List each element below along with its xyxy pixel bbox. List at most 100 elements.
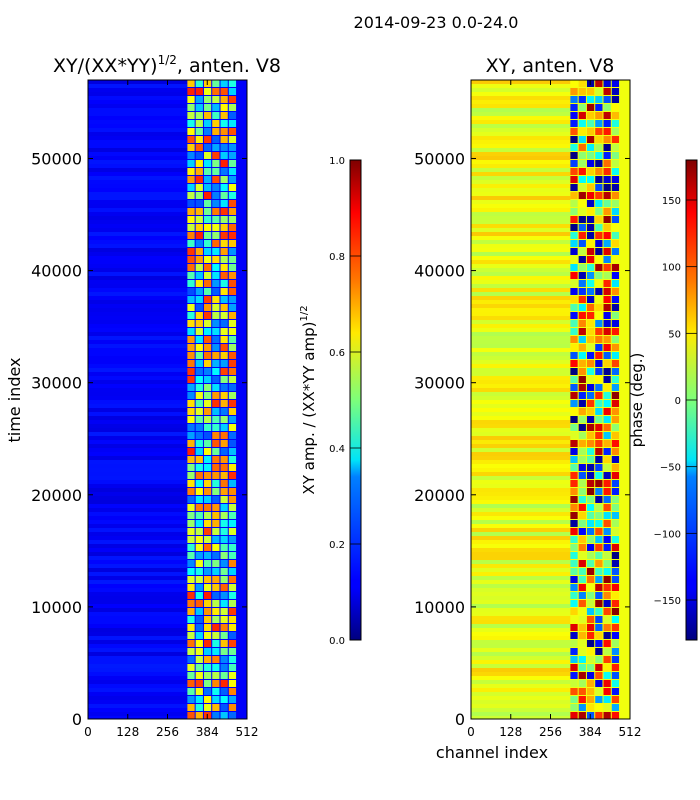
heatmap-cell (220, 80, 228, 87)
heatmap-cell (195, 640, 203, 647)
heatmap-cell (212, 480, 220, 487)
heatmap-row (471, 560, 571, 564)
heatmap-cell (595, 216, 603, 223)
heatmap-cell (228, 304, 237, 311)
heatmap-cell (586, 240, 595, 247)
heatmap-row (88, 624, 188, 628)
heatmap-row (471, 676, 571, 680)
heatmap-cell (603, 456, 611, 463)
heatmap-cell (611, 192, 620, 199)
heatmap-cell (595, 632, 603, 639)
heatmap-cell (611, 616, 620, 623)
heatmap-cell (586, 608, 595, 615)
heatmap-cell (203, 144, 212, 151)
heatmap-cell (220, 480, 228, 487)
heatmap-cell (212, 680, 220, 687)
heatmap-cell (203, 664, 212, 671)
heatmap-cell (212, 176, 220, 183)
heatmap-cell (586, 504, 595, 511)
heatmap-cell (578, 112, 586, 119)
heatmap-row (471, 352, 571, 356)
heatmap-cell (228, 88, 237, 95)
heatmap-cell (611, 96, 620, 103)
heatmap-cell (611, 424, 620, 431)
heatmap-cell (195, 192, 203, 199)
heatmap-cell (611, 528, 620, 535)
heatmap-row (88, 388, 188, 392)
heatmap-cell (595, 584, 603, 591)
heatmap-cell (195, 568, 203, 575)
heatmap-cell (578, 80, 586, 87)
heatmap-cell (586, 272, 595, 279)
heatmap-row (88, 216, 188, 220)
heatmap-cell (611, 480, 620, 487)
heatmap-cell (595, 384, 603, 391)
heatmap-cell (228, 352, 237, 359)
heatmap-row (471, 524, 571, 528)
heatmap-cell (220, 432, 228, 439)
heatmap-cell (595, 680, 603, 687)
heatmap-row (88, 108, 188, 112)
heatmap-cell (603, 144, 611, 151)
heatmap-row (88, 644, 188, 648)
heatmap-cell (220, 472, 228, 479)
heatmap-cell (595, 96, 603, 103)
heatmap-cell (228, 528, 237, 535)
heatmap-cell (187, 200, 195, 207)
heatmap-cell (195, 384, 203, 391)
heatmap-row (88, 420, 188, 424)
heatmap-cell (195, 488, 203, 495)
heatmap-cell (603, 496, 611, 503)
heatmap-row (471, 176, 571, 180)
heatmap-cell (586, 656, 595, 663)
heatmap-cell (595, 200, 603, 207)
heatmap-row (88, 96, 188, 100)
heatmap-cell (595, 504, 603, 511)
heatmap-cell (595, 296, 603, 303)
heatmap-cell (578, 232, 586, 239)
heatmap-cell (603, 336, 611, 343)
heatmap-cell (212, 488, 220, 495)
heatmap-row (471, 640, 571, 644)
heatmap-cell (203, 168, 212, 175)
heatmap-row (88, 696, 188, 700)
heatmap-cell (611, 696, 620, 703)
heatmap-cell (203, 328, 212, 335)
heatmap-cell (611, 272, 620, 279)
heatmap-cell (187, 592, 195, 599)
heatmap-cell (595, 128, 603, 135)
heatmap-cell (586, 200, 595, 207)
heatmap-row (471, 364, 571, 368)
heatmap-cell (578, 144, 586, 151)
heatmap-cell (220, 640, 228, 647)
heatmap-cell (187, 296, 195, 303)
heatmap-cell (228, 584, 237, 591)
heatmap-cell (212, 112, 220, 119)
heatmap-row (88, 616, 188, 620)
heatmap-row (471, 488, 571, 492)
heatmap-cell (187, 248, 195, 255)
heatmap-row (471, 712, 571, 716)
heatmap-cell (586, 704, 595, 711)
heatmap-cell (187, 376, 195, 383)
heatmap-cell (611, 520, 620, 527)
heatmap-cell (578, 352, 586, 359)
heatmap-row (471, 276, 571, 280)
heatmap-cell (187, 280, 195, 287)
heatmap-cell (195, 496, 203, 503)
heatmap-cell (586, 584, 595, 591)
heatmap-cell (203, 584, 212, 591)
heatmap-cell (570, 528, 578, 535)
heatmap-cell (203, 184, 212, 191)
heatmap-cell (611, 392, 620, 399)
heatmap-row (88, 564, 188, 568)
heatmap-row (88, 184, 188, 188)
heatmap-row (471, 664, 571, 668)
heatmap-cell (220, 232, 228, 239)
heatmap-row (88, 328, 188, 332)
heatmap-cell (603, 600, 611, 607)
heatmap-cell (203, 544, 212, 551)
heatmap-cell (595, 392, 603, 399)
heatmap-cell (603, 384, 611, 391)
heatmap-cell (603, 528, 611, 535)
